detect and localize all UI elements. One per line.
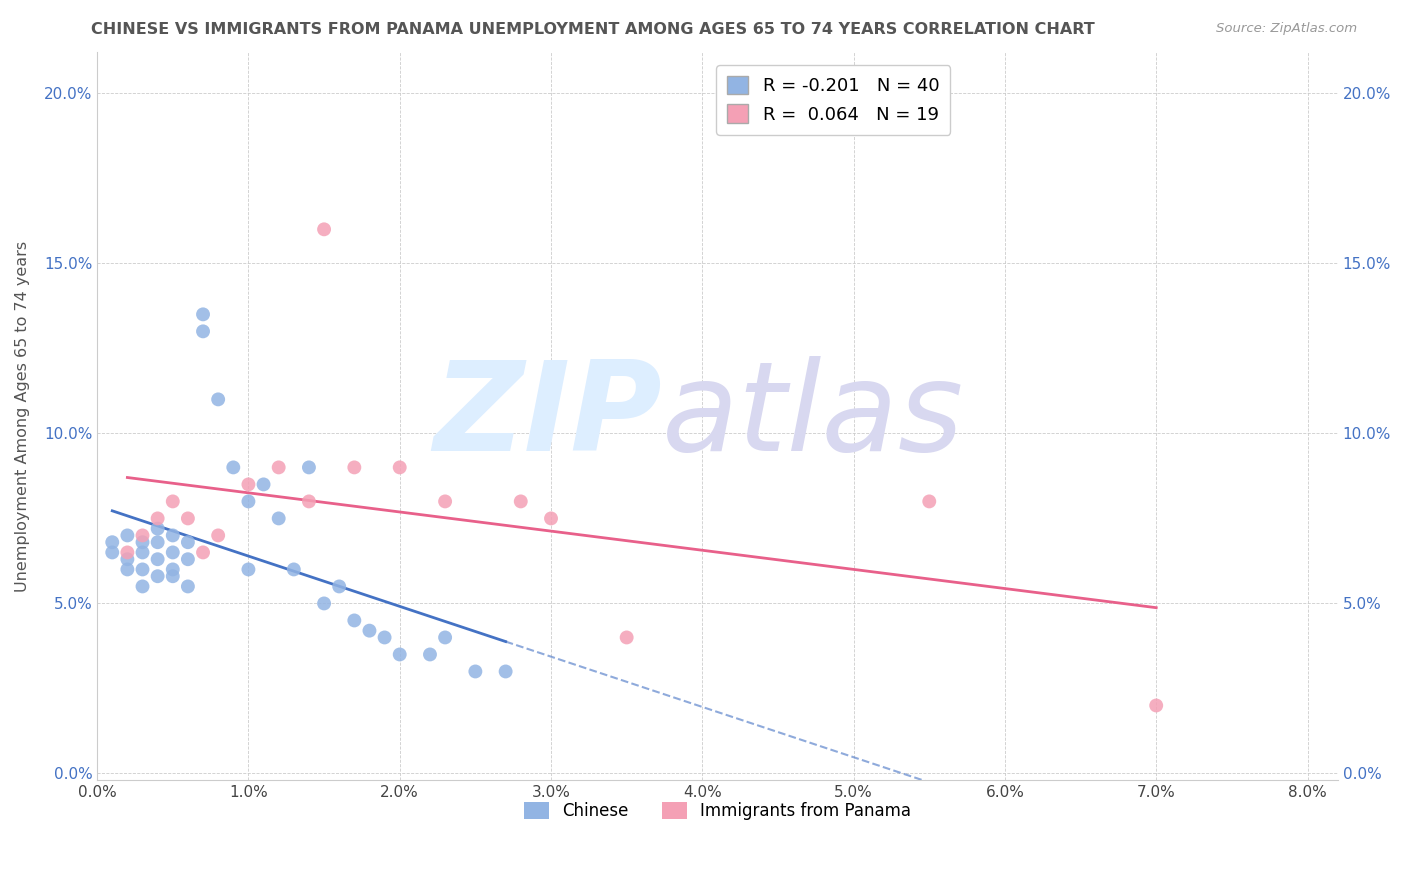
Point: [222, 460, 245, 475]
Point: [162, 494, 184, 508]
Point: [283, 562, 305, 576]
Point: [131, 579, 153, 593]
Point: [101, 535, 124, 549]
Point: [918, 494, 941, 508]
Point: [162, 545, 184, 559]
Point: [238, 494, 260, 508]
Text: ZIP: ZIP: [433, 356, 662, 477]
Point: [191, 307, 214, 321]
Point: [207, 528, 229, 542]
Point: [117, 528, 139, 542]
Point: [312, 222, 335, 236]
Point: [359, 624, 381, 638]
Point: [131, 562, 153, 576]
Legend: Chinese, Immigrants from Panama: Chinese, Immigrants from Panama: [517, 795, 918, 827]
Point: [101, 545, 124, 559]
Point: [131, 528, 153, 542]
Point: [238, 562, 260, 576]
Point: [131, 535, 153, 549]
Point: [252, 477, 274, 491]
Point: [191, 324, 214, 338]
Point: [495, 665, 517, 679]
Point: [177, 579, 200, 593]
Point: [117, 552, 139, 566]
Point: [267, 511, 290, 525]
Point: [374, 631, 396, 645]
Point: [509, 494, 531, 508]
Point: [298, 494, 321, 508]
Point: [162, 528, 184, 542]
Point: [177, 552, 200, 566]
Point: [464, 665, 486, 679]
Point: [146, 511, 169, 525]
Point: [419, 648, 441, 662]
Point: [131, 545, 153, 559]
Point: [177, 511, 200, 525]
Point: [540, 511, 562, 525]
Text: Source: ZipAtlas.com: Source: ZipAtlas.com: [1216, 22, 1357, 36]
Point: [238, 477, 260, 491]
Point: [343, 460, 366, 475]
Y-axis label: Unemployment Among Ages 65 to 74 years: Unemployment Among Ages 65 to 74 years: [15, 241, 30, 592]
Point: [146, 569, 169, 583]
Point: [162, 562, 184, 576]
Point: [616, 631, 638, 645]
Point: [146, 552, 169, 566]
Point: [117, 545, 139, 559]
Text: atlas: atlas: [662, 356, 963, 477]
Point: [267, 460, 290, 475]
Point: [162, 569, 184, 583]
Point: [146, 522, 169, 536]
Point: [328, 579, 350, 593]
Point: [434, 631, 457, 645]
Point: [298, 460, 321, 475]
Point: [343, 614, 366, 628]
Point: [146, 535, 169, 549]
Text: CHINESE VS IMMIGRANTS FROM PANAMA UNEMPLOYMENT AMONG AGES 65 TO 74 YEARS CORRELA: CHINESE VS IMMIGRANTS FROM PANAMA UNEMPL…: [91, 22, 1095, 37]
Point: [312, 597, 335, 611]
Point: [177, 535, 200, 549]
Point: [388, 460, 411, 475]
Point: [191, 545, 214, 559]
Point: [207, 392, 229, 407]
Point: [388, 648, 411, 662]
Point: [434, 494, 457, 508]
Point: [1144, 698, 1167, 713]
Point: [117, 562, 139, 576]
